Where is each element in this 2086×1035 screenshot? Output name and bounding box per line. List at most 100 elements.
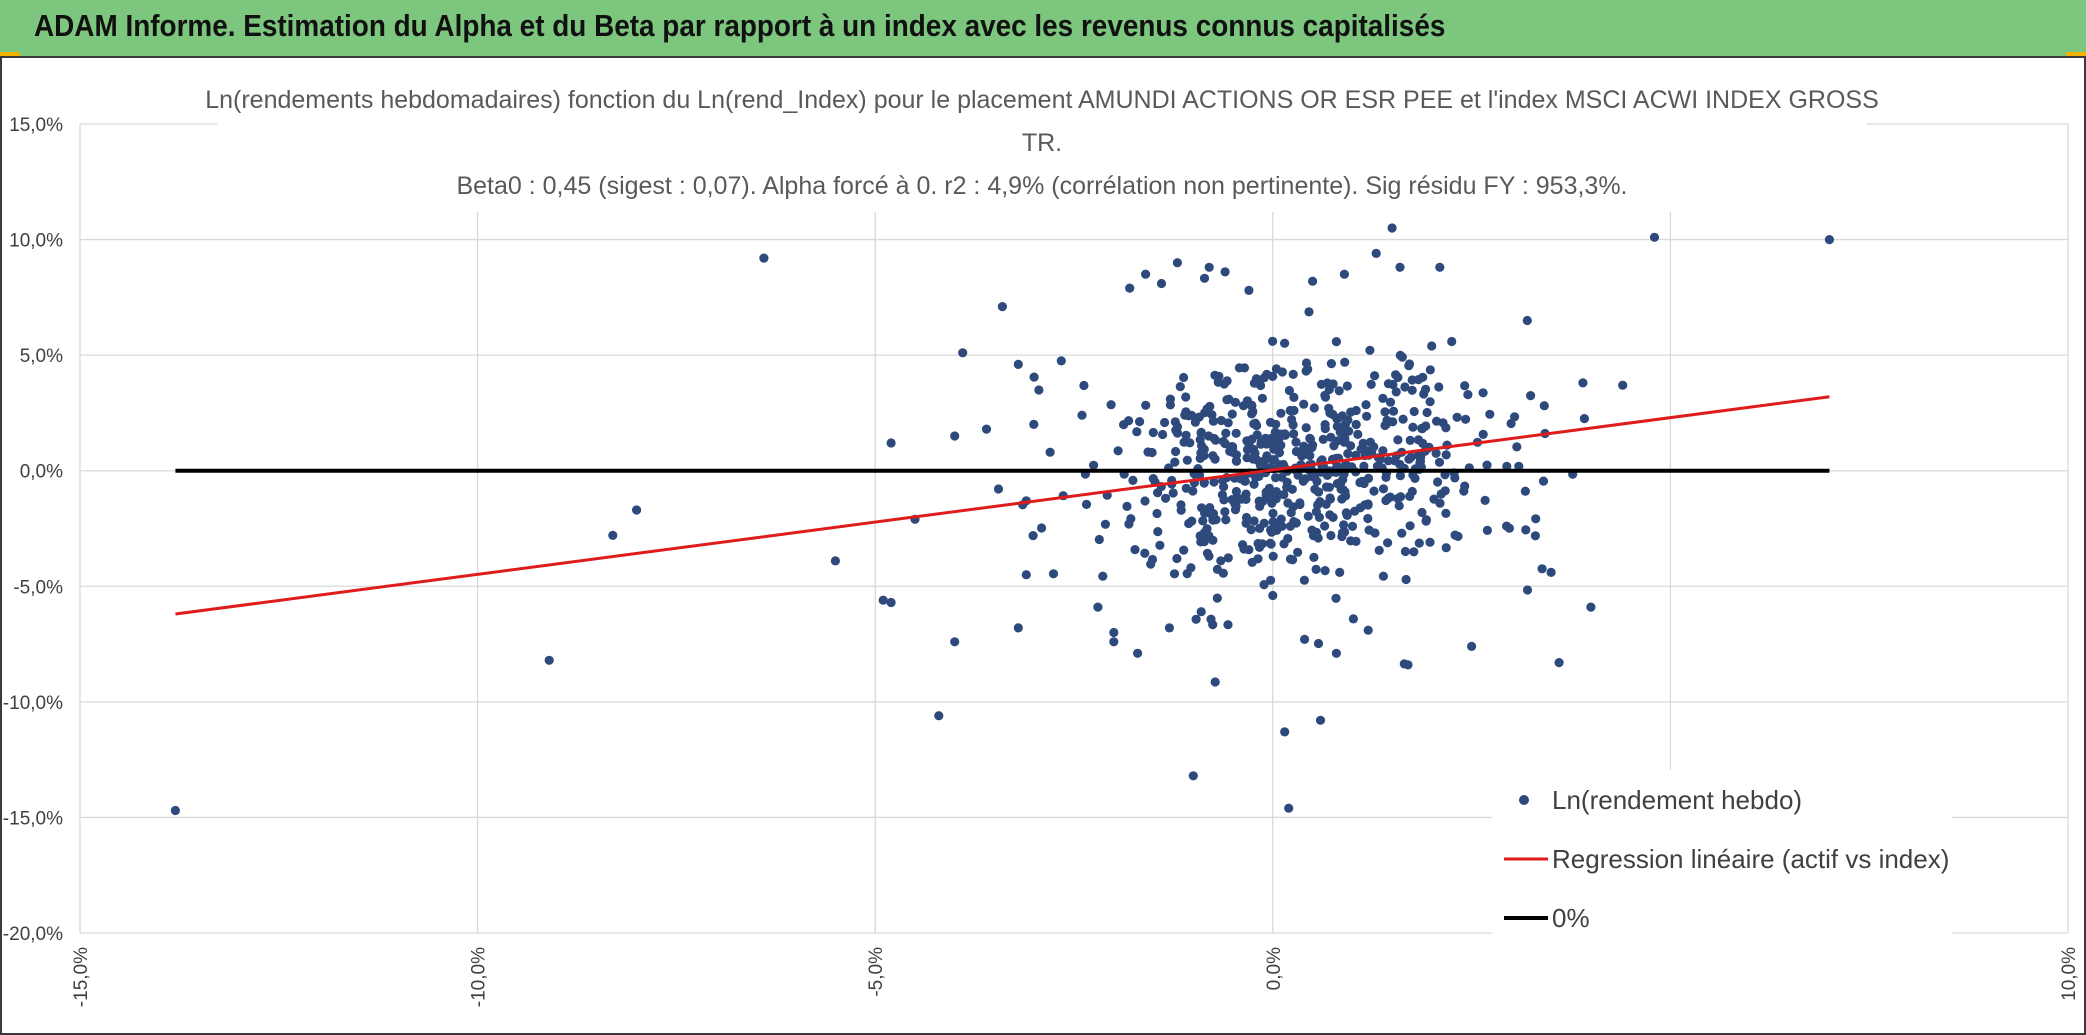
x-tick-label: -10,0%: [469, 947, 490, 1007]
scatter-point: [1460, 481, 1470, 491]
scatter-point: [1405, 435, 1415, 445]
scatter-point: [1502, 461, 1512, 471]
scatter-point: [878, 595, 888, 605]
scatter-point: [1313, 638, 1324, 649]
scatter-point: [1482, 460, 1492, 470]
x-tick-label: -5,0%: [866, 947, 887, 997]
y-tick-label: 5,0%: [20, 346, 63, 367]
scatter-point: [1288, 420, 1298, 430]
scatter-point: [1141, 269, 1151, 279]
scatter-point: [1288, 369, 1298, 379]
scatter-point: [1378, 484, 1389, 494]
scatter-point: [1405, 521, 1415, 531]
scatter-point: [1056, 356, 1066, 366]
scatter-point: [1218, 568, 1228, 578]
scatter-point: [1339, 434, 1349, 444]
scatter-point: [1188, 771, 1198, 781]
scatter-point: [886, 438, 896, 448]
scatter-point: [1021, 570, 1031, 580]
scatter-point: [1267, 527, 1277, 537]
y-tick-label: 10,0%: [9, 231, 63, 252]
scatter-point: [1433, 477, 1443, 487]
title-background: [217, 62, 1867, 212]
scatter-point: [1461, 414, 1471, 424]
scatter-point: [1098, 571, 1108, 581]
scatter-point: [1396, 492, 1406, 502]
scatter-point: [1291, 437, 1301, 447]
scatter-point: [1365, 437, 1375, 447]
legend-marker-scatter: [1519, 795, 1529, 805]
scatter-point: [1318, 434, 1328, 444]
scatter-point: [608, 530, 618, 540]
scatter-point: [1195, 435, 1205, 445]
y-tick-label: 15,0%: [9, 115, 63, 136]
scatter-point: [1304, 307, 1314, 317]
scatter-point: [1280, 338, 1290, 348]
scatter-point: [1362, 411, 1372, 421]
scatter-point: [1334, 386, 1344, 396]
scatter-point: [1171, 425, 1181, 435]
scatter-point: [1034, 385, 1044, 395]
scatter-point: [1331, 648, 1341, 658]
scatter-point: [1383, 379, 1394, 389]
scatter-point: [1223, 620, 1233, 630]
scatter-point: [958, 348, 968, 358]
scatter-point: [1315, 715, 1326, 725]
scatter-point: [1130, 545, 1140, 555]
scatter-point: [1391, 387, 1401, 397]
scatter-point: [1409, 547, 1419, 557]
scatter-point: [1416, 452, 1426, 462]
scatter-point: [1586, 602, 1596, 612]
scatter-point: [1578, 378, 1588, 388]
scatter-point: [1280, 727, 1290, 737]
scatter-point: [1276, 440, 1286, 450]
scatter-point: [1337, 528, 1348, 538]
scatter-point: [1013, 359, 1023, 369]
scatter-point: [1268, 508, 1278, 518]
scatter-point: [1124, 416, 1134, 426]
x-tick-label: 10,0%: [2059, 947, 2080, 1001]
scatter-point: [1221, 515, 1231, 525]
scatter-point: [1155, 540, 1165, 550]
scatter-point: [1485, 409, 1495, 419]
scatter-point: [1425, 537, 1435, 547]
scatter-point: [1311, 564, 1321, 574]
scatter-point: [1522, 585, 1533, 595]
scatter-point: [1199, 478, 1209, 488]
scatter-point: [1266, 575, 1276, 585]
scatter-point: [1353, 429, 1363, 439]
scatter-point: [950, 431, 960, 441]
scatter-point: [1347, 521, 1358, 531]
scatter-point: [1288, 555, 1298, 565]
scatter-point: [1100, 519, 1110, 529]
scatter-point: [1409, 406, 1419, 417]
scatter-point: [1381, 495, 1391, 506]
legend-background: [1492, 770, 1952, 990]
scatter-point: [1361, 400, 1371, 410]
scatter-point: [1300, 474, 1310, 484]
scatter-point: [1447, 336, 1457, 347]
scatter-point: [1400, 382, 1410, 392]
scatter-point: [1179, 545, 1189, 555]
scatter-point: [1531, 514, 1541, 524]
scatter-point: [1274, 448, 1284, 458]
scatter-point: [1079, 380, 1089, 391]
scatter-point: [1165, 400, 1175, 410]
scatter-point: [1391, 370, 1401, 380]
scatter-point: [1431, 448, 1441, 458]
scatter-point: [1289, 405, 1299, 416]
scatter-point: [1176, 500, 1186, 510]
scatter-point: [1231, 450, 1242, 460]
scatter-point: [1311, 527, 1321, 537]
scatter-point: [1181, 392, 1191, 402]
scatter-point: [1106, 400, 1116, 410]
scatter-point: [1280, 429, 1290, 439]
scatter-point: [1196, 427, 1206, 437]
scatter-point: [1241, 518, 1251, 528]
scatter-point: [1258, 496, 1268, 506]
scatter-point: [1371, 248, 1381, 258]
scatter-point: [1434, 457, 1445, 467]
scatter-point: [886, 597, 896, 608]
scatter-point: [1122, 501, 1132, 511]
scatter-point: [1341, 459, 1351, 470]
